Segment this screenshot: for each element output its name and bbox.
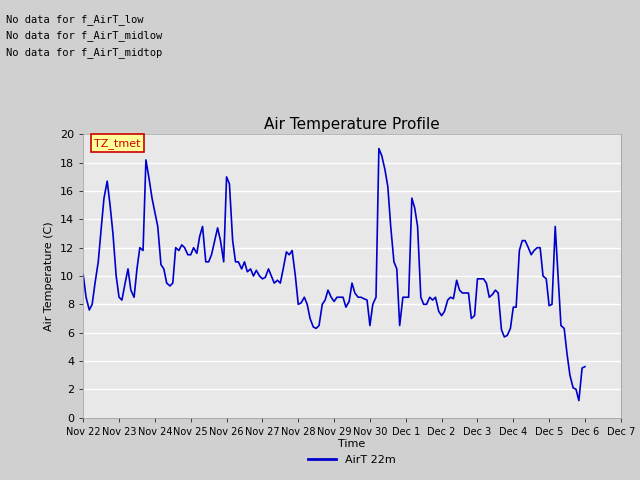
Title: Air Temperature Profile: Air Temperature Profile [264, 117, 440, 132]
Text: No data for f_AirT_midlow: No data for f_AirT_midlow [6, 30, 163, 41]
X-axis label: Time: Time [339, 439, 365, 449]
Legend: AirT 22m: AirT 22m [304, 451, 400, 469]
Text: No data for f_AirT_midtop: No data for f_AirT_midtop [6, 47, 163, 58]
Text: No data for f_AirT_low: No data for f_AirT_low [6, 13, 144, 24]
Y-axis label: Air Temperature (C): Air Temperature (C) [45, 221, 54, 331]
Text: TZ_tmet: TZ_tmet [94, 138, 140, 149]
